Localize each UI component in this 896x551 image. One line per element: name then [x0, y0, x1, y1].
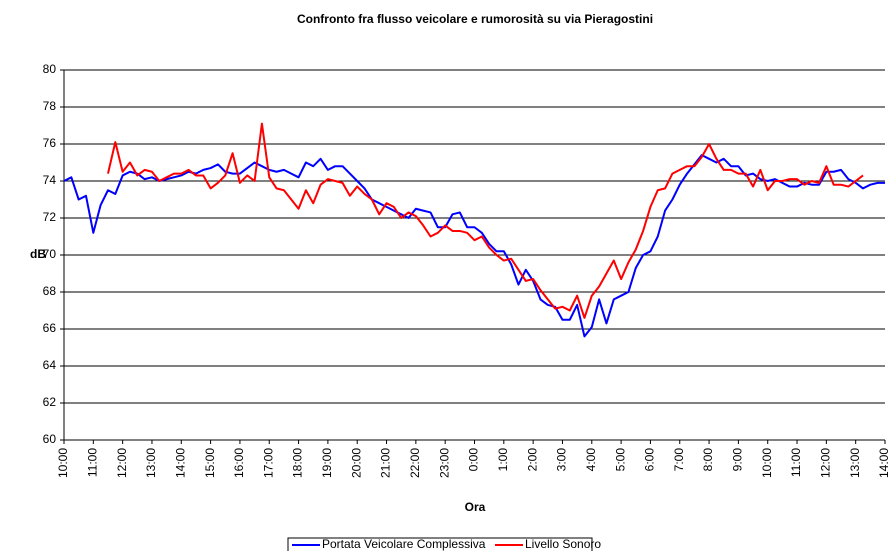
y-tick-label: 78 — [43, 99, 57, 113]
x-tick-label: 13:00 — [848, 448, 862, 478]
x-tick-label: 17:00 — [261, 448, 275, 478]
x-tick-label: 12:00 — [819, 448, 833, 478]
x-tick-label: 7:00 — [672, 448, 686, 472]
y-tick-label: 76 — [43, 136, 57, 150]
x-tick-label: 19:00 — [320, 448, 334, 478]
y-tick-label: 72 — [43, 210, 57, 224]
y-tick-label: 62 — [43, 395, 57, 409]
legend-box — [287, 537, 593, 551]
x-tick-label: 5:00 — [613, 448, 627, 472]
y-tick-label: 80 — [43, 62, 57, 76]
x-tick-label: 22:00 — [408, 448, 422, 478]
x-axis-label: Ora — [465, 500, 486, 514]
x-tick-label: 12:00 — [115, 448, 129, 478]
x-tick-label: 18:00 — [291, 448, 305, 478]
x-tick-label: 9:00 — [731, 448, 745, 472]
x-tick-label: 11:00 — [789, 448, 803, 477]
legend-label: Livello Sonoro — [525, 537, 601, 551]
x-tick-label: 6:00 — [643, 448, 657, 472]
x-tick-label: 13:00 — [144, 448, 158, 478]
x-tick-label: 1:00 — [496, 448, 510, 472]
legend-label: Portata Veicolare Complessiva — [322, 537, 486, 551]
y-tick-label: 66 — [43, 321, 57, 335]
x-tick-label: 8:00 — [701, 448, 715, 472]
series-line — [107, 122, 864, 319]
x-tick-label: 20:00 — [349, 448, 363, 478]
x-tick-label: 3:00 — [555, 448, 569, 472]
x-tick-label: 4:00 — [584, 448, 598, 472]
x-tick-label: 2:00 — [525, 448, 539, 472]
x-tick-label: 16:00 — [232, 448, 246, 478]
x-tick-label: 11:00 — [85, 448, 99, 477]
y-tick-label: 64 — [43, 358, 57, 372]
x-tick-label: 23:00 — [437, 448, 451, 478]
x-tick-label: 15:00 — [203, 448, 217, 478]
x-tick-label: 14:00 — [173, 448, 187, 478]
y-tick-label: 68 — [43, 284, 57, 298]
y-tick-label: 74 — [43, 173, 57, 187]
x-tick-label: 0:00 — [467, 448, 481, 472]
x-tick-label: 10:00 — [56, 448, 70, 478]
series-line — [63, 154, 885, 338]
y-tick-label: 60 — [43, 432, 57, 446]
y-tick-label: 70 — [43, 247, 57, 261]
x-tick-label: 10:00 — [760, 448, 774, 478]
x-tick-label: 21:00 — [379, 448, 393, 478]
x-tick-label: 14:00 — [877, 448, 891, 478]
y-axis-label: dB — [30, 247, 46, 261]
chart-title: Confronto fra flusso veicolare e rumoros… — [297, 12, 653, 26]
